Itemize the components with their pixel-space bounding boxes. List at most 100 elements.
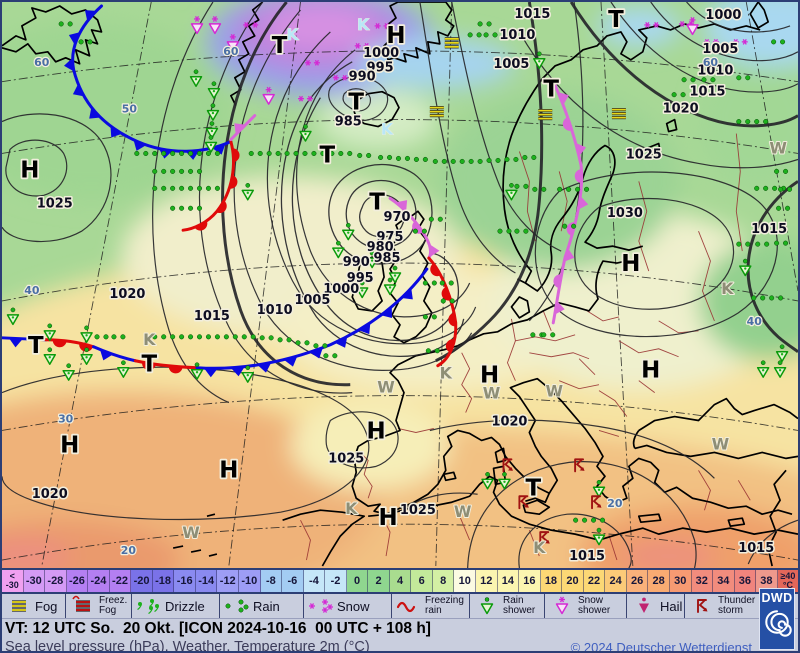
subtitle-row: Sea level pressure (hPa), Weather, Tempe…: [2, 638, 798, 653]
rain-dots-symbol: [170, 334, 185, 340]
legend-item-rain-shower: Rain shower: [470, 594, 545, 618]
latitude-label: 20: [607, 497, 623, 510]
legend-item-snow-shower: Snow shower: [545, 594, 627, 618]
high-pressure-marker: H: [641, 358, 660, 384]
rain-shower-symbol: [498, 471, 511, 490]
pressure-label: 1015: [569, 549, 605, 564]
rain-dots-symbol: [450, 158, 465, 164]
pressure-label: 985: [335, 115, 362, 130]
rain-shower-symbol: [332, 240, 345, 259]
rain-dots-symbol: [188, 168, 203, 174]
valid-time-text: VT: 12 UTC So. 20 Okt. [ICON 2024-10-16 …: [5, 619, 431, 637]
dwd-logo-text: DWD: [761, 591, 793, 605]
pressure-label: 1000: [705, 8, 741, 23]
legend-label: Thunder storm: [718, 595, 756, 616]
rain-dots-symbol: [689, 92, 704, 98]
rain-dots-symbol: [468, 158, 483, 164]
pressure-label: 1005: [493, 57, 529, 72]
temp-scale-cell: -30: [23, 570, 46, 592]
rain-shower-symbol: [189, 69, 203, 87]
pressure-label: 1015: [194, 309, 230, 324]
high-pressure-marker: H: [60, 432, 79, 458]
rain-dots-symbol: [78, 39, 93, 45]
high-pressure-marker: H: [367, 418, 386, 444]
pressure-label: 990: [343, 255, 370, 270]
snow-shower-symbol: [190, 16, 204, 35]
pressure-label: 1010: [499, 28, 535, 43]
rain-dots-symbol: [378, 154, 393, 160]
rain-dots-symbol: [152, 185, 167, 191]
rain-dots-symbol: [425, 348, 440, 354]
pressure-label: 1020: [32, 487, 68, 502]
latitude-label: 60: [223, 45, 239, 58]
legend-label: Snow shower: [578, 595, 611, 616]
rain-dots-symbol: [323, 353, 338, 359]
rain-dots-symbol: [58, 21, 73, 27]
rain-dots-symbol: [111, 334, 126, 340]
rain-dots-symbol: [422, 280, 437, 286]
rain-dots-symbol: [483, 32, 498, 38]
rain-dots-symbol: [486, 157, 501, 163]
rain-shower-symbol: [505, 183, 518, 201]
drizzle-icon: [137, 599, 159, 615]
temp-scale-cell: 22: [583, 570, 606, 592]
temp-scale-cell: 24: [605, 570, 627, 592]
snow-shower-symbol: [686, 17, 699, 36]
pressure-label: 1010: [697, 64, 733, 79]
low-pressure-marker: T: [608, 7, 624, 33]
rain-shower-symbol: [383, 277, 397, 296]
latitude-label: 60: [703, 56, 719, 69]
thunderstorm-symbol: [574, 458, 585, 473]
snow-stars-symbol: [304, 59, 320, 66]
temp-scale-cell: 38: [756, 570, 778, 592]
temp-scale-cell: 18: [540, 570, 563, 592]
temp-scale-cell: -18: [152, 570, 175, 592]
rain-dots-symbol: [428, 216, 443, 222]
legend-item-thunderstorm: Thunder storm: [685, 594, 762, 618]
temp-scale-cell: 32: [691, 570, 714, 592]
rain-dots-symbol: [440, 298, 455, 304]
rain-shower-symbol: [62, 363, 75, 381]
airmass-label: K: [345, 499, 358, 518]
rain-shower-symbol: [739, 258, 752, 277]
pressure-label: 970: [384, 210, 411, 225]
rain-shower-symbol: [43, 347, 56, 365]
fog-symbol: [538, 109, 553, 121]
airmass-label: W: [712, 434, 730, 453]
rain-icon: [225, 599, 249, 613]
dwd-spiral-icon: [765, 610, 792, 637]
thunderstorm-symbol: [539, 531, 550, 546]
rain-dots-symbol: [532, 186, 547, 192]
temp-scale-cell: 20: [562, 570, 584, 592]
rain-dots-symbol: [188, 334, 203, 340]
low-pressure-marker: T: [141, 352, 157, 378]
rain-dots-symbol: [277, 337, 292, 343]
latitude-label: 40: [24, 284, 40, 297]
rain-dots-symbol: [338, 150, 353, 157]
airmass-label: W: [483, 384, 501, 403]
rain-shower-symbol: [592, 527, 606, 546]
pressure-label: 1020: [109, 287, 145, 302]
rain-shower-symbol: [481, 471, 494, 490]
high-pressure-marker: H: [480, 363, 499, 389]
temp-scale-cell: ≥40 °C: [777, 570, 798, 592]
temp-scale-cell: 34: [713, 570, 735, 592]
fog-symbol: [429, 106, 444, 118]
thunderstorm-icon: [697, 599, 708, 613]
temp-scale-cell: 36: [734, 570, 757, 592]
rain-dots-symbol: [557, 186, 572, 192]
rain-dots-symbol: [284, 150, 299, 157]
rain-dots-symbol: [170, 150, 185, 157]
hail-icon: [639, 597, 649, 613]
thunderstorm-symbol: [591, 495, 602, 510]
rain-dots-symbol: [736, 119, 751, 125]
pressure-label: 1030: [607, 206, 643, 221]
rain-dots-symbol: [751, 295, 766, 301]
rain-dots-symbol: [573, 517, 588, 523]
snow-shower-icon: [555, 596, 569, 615]
rain-dots-symbol: [774, 240, 789, 246]
rain-dots-symbol: [188, 205, 203, 211]
pressure-label: 1000: [363, 46, 399, 61]
rain-dots-symbol: [562, 223, 577, 229]
copyright-text: © 2024 Deutscher Wetterdienst: [570, 639, 752, 653]
